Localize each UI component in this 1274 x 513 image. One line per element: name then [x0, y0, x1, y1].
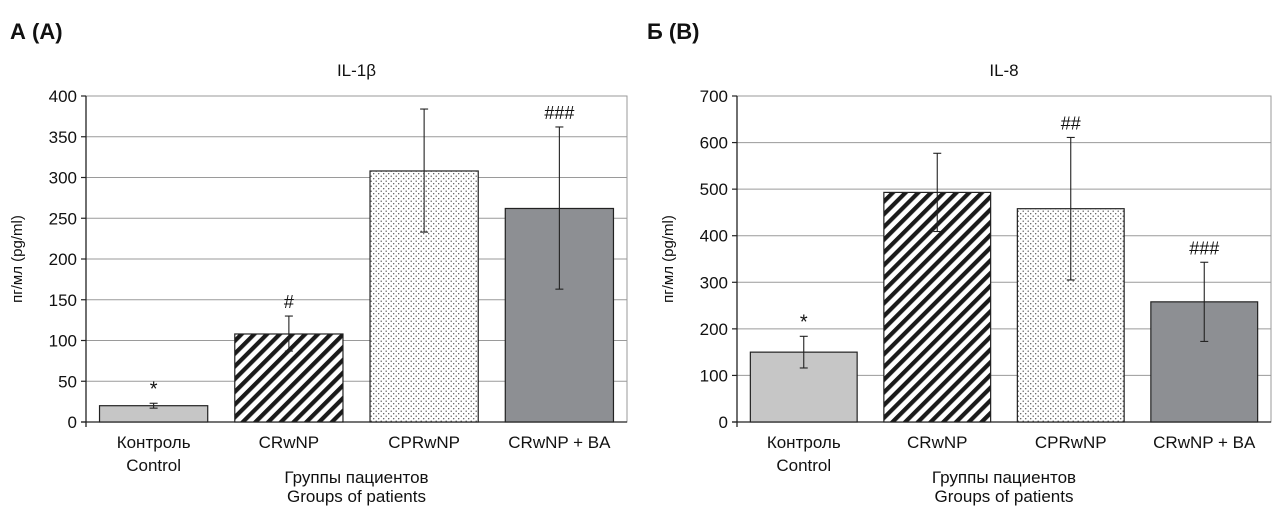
- chart-b-errorbar-2: [1066, 136, 1075, 281]
- chart-a-ylabel: пг/мл (pg/ml): [9, 215, 26, 303]
- chart-b-ytick-label: 500: [700, 180, 728, 199]
- chart-b-ytick-label: 600: [700, 134, 728, 153]
- chart-a-errorbar-0: [149, 402, 158, 409]
- chart-a-ytick-label: 200: [49, 250, 77, 269]
- chart-b-ytick-label: 400: [700, 227, 728, 246]
- chart-a-category-label-0: Control: [126, 456, 181, 475]
- chart-a-category-label-2: CPRwNP: [388, 433, 460, 452]
- chart-a-title: IL-1β: [337, 61, 376, 80]
- chart-a-ytick-label: 150: [49, 291, 77, 310]
- chart-a-ytick-label: 400: [49, 87, 77, 106]
- chart-a-category-label-1: CRwNP: [259, 433, 319, 452]
- chart-a-errorbar-1: [284, 315, 293, 352]
- chart-a-ytick-label: 50: [58, 372, 77, 391]
- chart-a-ytick-label: 350: [49, 128, 77, 147]
- chart-b-ytick-label: 700: [700, 87, 728, 106]
- chart-b-category-label-3: CRwNP + BA: [1153, 433, 1256, 452]
- chart-b-category-label-0: Контроль: [767, 433, 841, 452]
- chart-b-annotation-2: ##: [1061, 113, 1081, 133]
- panel-label-b: Б (B): [647, 19, 700, 44]
- chart-a-category-label-0: Контроль: [117, 433, 191, 452]
- chart-a-errorbar-2: [420, 108, 429, 233]
- chart-b-ytick-label: 200: [700, 320, 728, 339]
- chart-a-xlabel: Groups of patients: [287, 487, 426, 506]
- chart-il1b: А (A) IL-1β 0 50 100 150 200 250 300 350 400 пг/мл…: [9, 19, 628, 506]
- chart-b-title: IL-8: [989, 61, 1018, 80]
- chart-a-category-label-3: CRwNP + BA: [508, 433, 611, 452]
- chart-b-annotation-0: *: [800, 311, 808, 333]
- chart-b-xlabel: Группы пациентов: [932, 468, 1076, 487]
- chart-a-ytick-label: 300: [49, 169, 77, 188]
- chart-a-annotation-1: #: [284, 292, 294, 312]
- chart-a-ytick-label: 100: [49, 332, 77, 351]
- chart-b-errorbar-0: [799, 335, 808, 369]
- chart-a-ytick-label: 250: [49, 209, 77, 228]
- chart-il1b-svg: IL-1β 0 50 100 150 200 250 300 350 400 пг/мл (pg/m…: [9, 61, 628, 506]
- chart-b-errorbar-1: [933, 152, 942, 233]
- chart-b-ytick-label: 0: [719, 413, 728, 432]
- chart-a-annotation-3: ###: [544, 103, 574, 123]
- chart-il8-svg: IL-8 0 100 200 300 400 500 600 700 пг/мл (pg/ml) *…: [660, 61, 1272, 506]
- chart-a-xlabel: Группы пациентов: [284, 468, 428, 487]
- chart-b-ytick-label: 100: [700, 366, 728, 385]
- chart-b-ytick-label: 300: [700, 273, 728, 292]
- chart-a-annotation-0: *: [150, 378, 158, 400]
- panel-label-a: А (A): [10, 19, 63, 44]
- chart-il8: Б (B) IL-8 0 100 200 300 400 500 600 700 пг/мл (p…: [637, 0, 1274, 513]
- chart-a-errorbar-3: [555, 126, 564, 290]
- chart-a-ytick-label: 0: [68, 413, 77, 432]
- chart-b-category-label-2: CPRwNP: [1035, 433, 1107, 452]
- chart-b-category-label-0: Control: [776, 456, 831, 475]
- chart-b-annotation-3: ###: [1189, 238, 1219, 258]
- chart-b-errorbar-3: [1200, 261, 1209, 342]
- chart-b-ylabel: пг/мл (pg/ml): [660, 215, 677, 303]
- chart-b-category-label-1: CRwNP: [907, 433, 967, 452]
- chart-b-xlabel: Groups of patients: [935, 487, 1074, 506]
